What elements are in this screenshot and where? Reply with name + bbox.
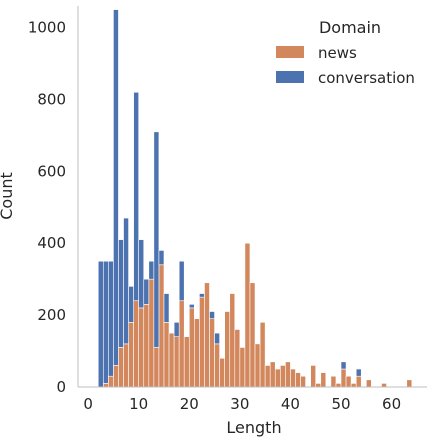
bar-news-39 [285,361,291,388]
bar-news-14 [158,264,165,388]
y-tick-label-1000: 1000 [28,19,66,37]
bar-conversation-7 [123,217,129,345]
legend-label-conversation: conversation [318,69,415,87]
bar-news-11 [143,304,150,388]
bar-conversation-6 [118,239,124,348]
bar-news-41 [295,372,301,388]
legend: Domain news conversation [276,18,415,87]
bar-news-32 [249,282,256,388]
bar-conversation-20 [188,304,195,309]
bar-news-50 [340,368,347,388]
bar-news-63 [406,379,413,388]
bar-news-10 [138,307,145,388]
bar-news-4 [108,375,114,388]
bar-news-12 [148,278,155,388]
bar-conversation-13 [153,131,160,348]
bar-news-37 [274,368,281,388]
x-tick-label-30: 30 [230,395,249,413]
bar-news-45 [315,383,322,388]
bar-conversation-18 [178,260,185,302]
bar-news-23 [204,282,210,388]
legend-swatch-conversation [276,71,304,83]
bar-news-26 [219,357,225,388]
bar-news-16 [168,332,175,388]
x-axis-label: Length [226,418,281,437]
bar-news-18 [178,300,185,388]
bar-conversation-24 [209,311,215,320]
x-tick-label-60: 60 [382,395,401,413]
y-tick-label-600: 600 [37,162,66,180]
bar-conversation-12 [148,260,155,280]
bar-news-7 [123,343,129,388]
bar-news-24 [209,318,215,388]
bar-news-25 [214,343,220,388]
bar-news-17 [173,336,180,388]
y-tick-label-200: 200 [37,306,66,324]
bar-news-34 [259,322,266,388]
bar-news-21 [194,318,200,388]
x-tick-label-20: 20 [180,395,199,413]
y-axis-label: Count [0,172,16,220]
bar-news-19 [183,336,190,388]
bar-conversation-10 [138,239,145,309]
bar-news-40 [290,368,296,388]
bar-conversation-15 [163,293,170,323]
bar-conversation-17 [173,322,180,337]
x-tick-label-50: 50 [331,395,350,413]
bar-conversation-3 [102,260,109,384]
bars-layer [97,9,413,388]
y-tick-label-800: 800 [37,90,66,108]
bar-news-5 [113,365,119,388]
bar-news-46 [320,372,327,388]
bar-news-31 [244,242,251,388]
x-tick-label-10: 10 [129,395,148,413]
bar-news-33 [254,343,261,388]
bar-news-20 [188,307,195,388]
bar-conversation-14 [158,250,165,266]
bar-conversation-8 [128,286,134,323]
bar-news-35 [264,365,271,388]
bar-news-8 [128,322,134,388]
bar-news-22 [199,296,205,388]
bar-news-29 [234,329,241,388]
bar-news-15 [163,322,170,388]
bar-news-3 [102,383,109,388]
bar-news-30 [239,347,246,388]
bar-news-48 [330,375,337,388]
bar-conversation-50 [340,361,347,370]
x-tick-label-40: 40 [281,395,300,413]
legend-title: Domain [319,18,381,37]
x-tick-label-0: 0 [83,395,93,413]
bar-news-53 [355,375,362,388]
bar-news-58 [381,383,387,388]
bar-conversation-22 [199,293,205,298]
y-tick-label-400: 400 [37,234,66,252]
bar-conversation-4 [108,260,114,377]
bar-news-36 [269,361,276,388]
bar-conversation-11 [143,278,150,305]
legend-swatch-news [276,46,304,58]
bar-news-6 [118,347,124,388]
bar-news-38 [280,365,286,388]
bar-news-44 [310,365,317,388]
y-tick-label-0: 0 [56,378,66,396]
bar-news-13 [153,347,160,388]
bar-news-49 [335,383,342,388]
bar-news-27 [224,311,231,388]
bar-conversation-5 [113,9,119,366]
bar-conversation-9 [133,91,139,302]
bar-news-9 [133,300,139,388]
bar-news-52 [350,383,357,388]
bar-conversation-53 [355,368,362,377]
bar-news-42 [300,375,306,388]
bar-news-51 [345,375,352,388]
bar-conversation-25 [214,332,220,345]
bar-news-55 [366,379,372,388]
bar-conversation-2 [97,260,104,388]
legend-label-news: news [318,44,357,62]
bar-news-28 [229,293,236,388]
